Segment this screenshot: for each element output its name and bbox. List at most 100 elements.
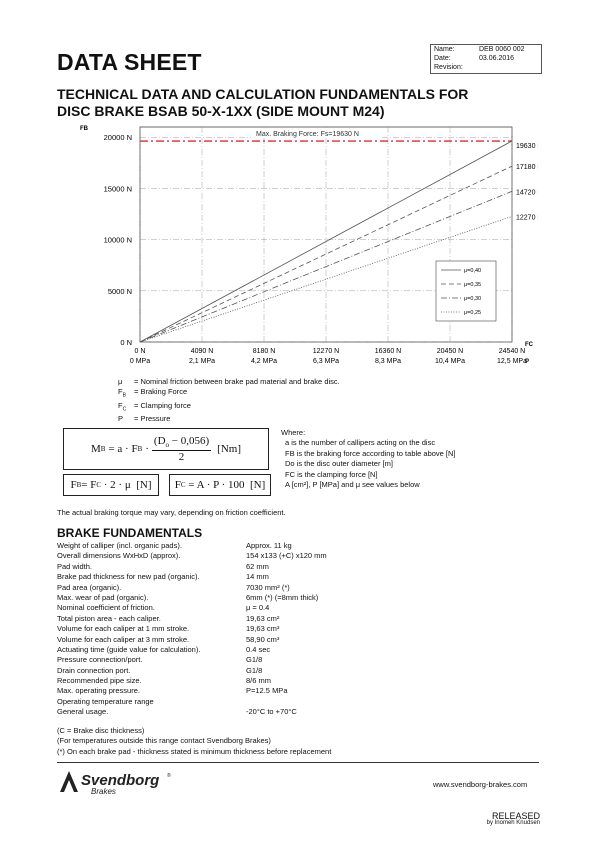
braking-force-chart: 0 N 5000 N 10000 N 15000 N 20000 N 0 N 0 MPa 40… [80,126,538,365]
fundamentals-key: Brake pad thickness for new pad (organic… [57,572,200,582]
x-tick-label-pressure: 2,1 MPa [189,358,215,365]
max-force-label-bg [251,128,381,139]
symbol-row-p: P = Pressure [118,414,171,423]
fundamentals-value: Approx. 11 kg [246,541,292,550]
document-meta-box: Name: DEB 0060 002 Date: 03.06.2016 Revi… [430,44,542,74]
footer-divider [57,762,539,763]
fundamentals-row: Weight of calliper (incl. organic pads).… [57,541,327,551]
document-title: DATA SHEET [57,49,202,75]
symbol-row-fb: FB = Braking Force [118,387,188,399]
where-line: a is the number of callipers acting on t… [285,438,436,448]
fundamentals-key: Drain connection port. [57,665,131,675]
x-axis-symbol-pressure: P [525,359,529,365]
max-force-label: Max. Braking Force: Fs=19630 N [256,131,359,138]
subtitle-line-2: DISC BRAKE BSAB 50-X-1XX (SIDE MOUNT M24… [57,103,385,119]
where-line: Do is the disc outer diameter [m] [285,459,393,469]
y-tick-label: 20000 N [104,133,132,142]
fundamentals-value: 154 x133 (+C) x120 mm [246,551,327,561]
torque-note: The actual braking torque may vary, depe… [57,508,286,517]
x-tick-label: 16360 N [375,348,401,355]
chart-labels: 0 N 5000 N 10000 N 15000 N 20000 N 0 N 0 MPa 40… [80,126,538,365]
fundamentals-value: 7030 mm² (*) [246,582,290,592]
legend-box [435,260,497,322]
fundamentals-value: 19,63 cm³ [246,624,280,634]
legend-entry: μ=0,25 [464,310,481,316]
x-tick-label-pressure: 10,4 MPa [435,358,465,365]
series-end-label: 17180 N [516,164,538,171]
meta-row-revision: Revision: [434,64,463,71]
x-tick-label-pressure: 12,5 MPa [497,358,527,365]
fundamentals-row: Brake pad thickness for new pad (organic… [57,572,327,582]
fundamentals-key: Weight of calliper (incl. organic pads). [57,541,182,550]
x-tick-label: 0 N [135,348,146,355]
where-line: FC is the clamping force [N] [285,469,378,479]
fundamentals-row: Max. wear of pad (organic). 6mm (*) (=8mm… [57,593,327,603]
series-line [139,140,513,343]
series-end-label: 12270 N [516,214,538,221]
fundamentals-row: Volume for each caliper at 3 mm stroke. 5… [57,635,327,645]
meta-row-name: Name: DEB 0060 002 [434,46,525,53]
meta-row-date: Date: 03.06.2016 [434,55,515,62]
fundamentals-value: G1/8 [246,665,263,675]
logo-subtext: Brakes [91,787,116,796]
fundamentals-key: Pressure connection/port. [57,655,143,665]
fundamentals-key: General usage. [57,707,109,717]
released-stamp: RELEASED [491,811,540,821]
svendborg-logo: Svendborg ® Brakes [60,771,171,796]
legend-entry: μ=0,30 [464,296,481,302]
chart-series [139,140,513,343]
fundamentals-value: 6mm (*) (=8mm thick) [246,592,319,602]
subtitle-line-1: TECHNICAL DATA AND CALCULATION FUNDAMENT… [57,86,469,102]
symbol-row-fc: FC = Clamping force [118,400,191,413]
fundamentals-key: Max. operating pressure. [57,686,140,696]
where-title: Where: [281,428,306,437]
y-tick-label: 10000 N [104,236,132,245]
fundamentals-row: Nominal coefficient of friction. μ = 0.4 [57,603,327,613]
fundamentals-row: Pad width. 62 mm [57,562,327,572]
logo-registered-mark: ® [167,772,171,779]
series-line [139,165,513,343]
footnote: (For temperatures outside this range con… [57,736,271,746]
x-tick-label: 12270 N [313,348,339,355]
fundamentals-row: Overall dimensions WxHxD (approx). 154 x1… [57,551,327,561]
fundamentals-table: Weight of calliper (incl. organic pads).… [57,541,327,718]
x-tick-label: 8180 N [253,348,276,355]
x-tick-label-pressure: 6,3 MPa [313,358,339,365]
logo-text: Svendborg [81,772,159,789]
where-line: FB is the braking force according to tab… [285,448,456,458]
fundamentals-key: Actuating time (guide value for calculat… [57,644,201,654]
fundamentals-row: General usage. -20°C to +70°C [57,707,327,717]
fundamentals-title: BRAKE FUNDAMENTALS [57,526,203,540]
y-tick-label: 0 N [120,338,132,347]
x-tick-label-pressure: 0 MPa [130,358,150,365]
website-link[interactable]: www.svendborg-brakes.com [433,780,528,789]
fundamentals-row: Recommended pipe size. 8/6 mm [57,676,327,686]
x-axis-symbol: FC [525,342,534,348]
x-tick-label-pressure: 8,3 MPa [375,358,401,365]
y-tick-label: 15000 N [104,184,132,193]
legend-entry: μ=0,40 [464,268,481,274]
fundamentals-row: Max. operating pressure. P=12.5 MPa [57,686,327,696]
symbol-legend: μ = Nominal friction between brake pad ma… [118,377,340,424]
symbol-row-mu: μ = Nominal friction between brake pad ma… [118,377,340,386]
fundamentals-row: Total piston area - each caliper. 19,63 c… [57,614,327,624]
fundamentals-value: 0.4 sec [246,644,271,654]
fundamentals-value: 19,63 cm² [246,613,280,623]
series-line [139,216,513,343]
y-tick-label: 5000 N [108,287,132,296]
footnote: (*) On each brake pad - thickness stated… [57,746,332,756]
fundamentals-row: Pad area (organic). 7030 mm² (*) [57,583,327,593]
fundamentals-key: Overall dimensions WxHxD (approx). [57,551,181,561]
released-by: by Inomeh Knudsen [486,820,540,826]
footnotes: (C = Brake disc thickness) (For temperat… [57,726,331,757]
fundamentals-key: Nominal coefficient of friction. [57,603,155,613]
formula-fraction: (Do − 0,056) 2 [151,435,212,463]
fundamentals-row: Volume for each caliper at 1 mm stroke. 1… [57,624,327,634]
fundamentals-row: Drain connection port. G1/8 [57,666,327,676]
chart-legend: μ=0,40 μ=0,35 μ=0,30 μ=0,25 [435,260,497,322]
fundamentals-value: P=12.5 MPa [246,686,288,696]
x-tick-label-pressure: 4,2 MPa [251,358,277,365]
fundamentals-key: Max. wear of pad (organic). [57,592,149,602]
fundamentals-row: Actuating time (guide value for calculat… [57,645,327,655]
